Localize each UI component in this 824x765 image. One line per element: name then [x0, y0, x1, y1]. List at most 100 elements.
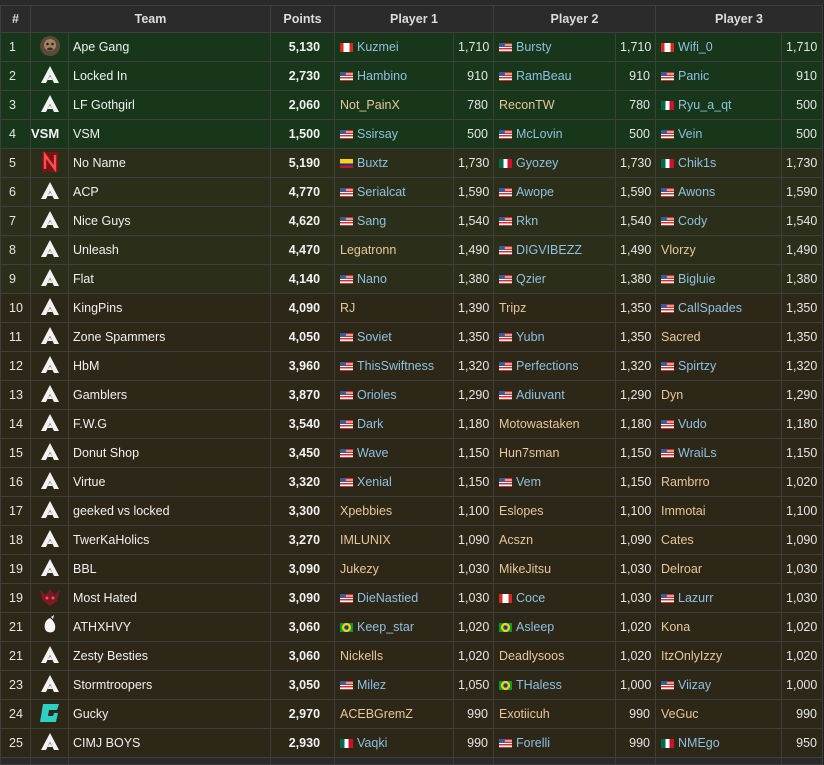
- player1-name[interactable]: Ssirsay: [357, 127, 398, 141]
- player1-name[interactable]: Sang: [357, 214, 387, 228]
- player2-name[interactable]: Qzier: [516, 272, 546, 286]
- team-name-cell[interactable]: F.W.G: [67, 409, 272, 439]
- player2-name[interactable]: Vem: [516, 475, 542, 489]
- player3-name[interactable]: Vein: [678, 127, 703, 141]
- team-name-cell[interactable]: geeked vs locked: [67, 496, 272, 526]
- table-row: 2 Locked In 2,730 Hambino 910 RamBeau 910 Panic…: [0, 61, 824, 91]
- player2-name[interactable]: Bursty: [516, 40, 552, 54]
- player1-name[interactable]: DieNastied: [357, 591, 419, 605]
- team-name-cell[interactable]: Nice Guys: [67, 206, 272, 236]
- team-name-cell[interactable]: BBL: [67, 554, 272, 584]
- player1-name[interactable]: Nano: [357, 272, 387, 286]
- empty-cell: [655, 757, 783, 765]
- player3-name[interactable]: CallSpades: [678, 301, 742, 315]
- player2-name[interactable]: Coce: [516, 591, 546, 605]
- player1-name[interactable]: Dark: [357, 417, 384, 431]
- team-name-cell[interactable]: No Name: [67, 148, 272, 178]
- player3-name[interactable]: Cody: [678, 214, 708, 228]
- top-strip: [0, 0, 824, 5]
- player1-header[interactable]: Player 1: [334, 5, 495, 33]
- team-name-cell[interactable]: CIMJ BOYS: [67, 728, 272, 758]
- team-name-cell[interactable]: KingPins: [67, 293, 272, 323]
- player3-name[interactable]: Chik1s: [678, 156, 717, 170]
- team-header[interactable]: Team: [29, 5, 272, 33]
- player1-name[interactable]: Keep_star: [357, 620, 414, 634]
- player1-name[interactable]: Xenial: [357, 475, 392, 489]
- player3-name[interactable]: Panic: [678, 69, 710, 83]
- team-name-cell[interactable]: ATHXHVY: [67, 612, 272, 642]
- player1-name[interactable]: Vaqki: [357, 736, 388, 750]
- team-name-cell[interactable]: VSM: [67, 119, 272, 149]
- team-name-cell[interactable]: Virtue: [67, 467, 272, 497]
- player3-name[interactable]: Spirtzy: [678, 359, 717, 373]
- player1-name[interactable]: Buxtz: [357, 156, 389, 170]
- player1-name[interactable]: Kuzmei: [357, 40, 399, 54]
- player3-name[interactable]: Ryu_a_qt: [678, 98, 732, 112]
- player3-cell: WraiLs: [655, 438, 783, 468]
- player1-cell: Nickells: [334, 641, 455, 671]
- player2-name[interactable]: McLovin: [516, 127, 563, 141]
- team-name-cell[interactable]: TwerKaHolics: [67, 525, 272, 555]
- team-name-cell[interactable]: Gamblers: [67, 380, 272, 410]
- team-logo-cell: [30, 554, 69, 584]
- player2-cell: Awope: [493, 177, 617, 207]
- team-name-cell[interactable]: ACP: [67, 177, 272, 207]
- points-header[interactable]: Points: [270, 5, 336, 33]
- rank-cell: 7: [0, 206, 31, 236]
- player3-name[interactable]: NMEgo: [678, 736, 720, 750]
- player3-header[interactable]: Player 3: [655, 5, 824, 33]
- player3-name[interactable]: Wifi_0: [678, 40, 713, 54]
- player3-points: 1,730: [781, 148, 824, 178]
- player2-header[interactable]: Player 2: [493, 5, 657, 33]
- player3-name[interactable]: Viizay: [678, 678, 712, 692]
- player2-name[interactable]: Rkn: [516, 214, 539, 228]
- player1-name[interactable]: ThisSwiftness: [357, 359, 435, 373]
- team-name-cell[interactable]: Gucky: [67, 699, 272, 729]
- player2-points: 1,030: [615, 583, 657, 613]
- player2-cell: Tripz: [493, 293, 617, 323]
- player3-name[interactable]: Vudo: [678, 417, 707, 431]
- team-name-cell[interactable]: Stormtroopers: [67, 670, 272, 700]
- rank-header[interactable]: #: [0, 5, 31, 33]
- player2-name[interactable]: Awope: [516, 185, 555, 199]
- player2-name[interactable]: Gyozey: [516, 156, 559, 170]
- player2-name[interactable]: Adiuvant: [516, 388, 565, 402]
- player2-name[interactable]: Yubn: [516, 330, 545, 344]
- player2-name[interactable]: THaless: [516, 678, 562, 692]
- team-name-cell[interactable]: Donut Shop: [67, 438, 272, 468]
- team-name-cell[interactable]: Zesty Besties: [67, 641, 272, 671]
- player1-name[interactable]: Orioles: [357, 388, 397, 402]
- table-row: 19 BBL 3,090 Jukezy 1,030 MikeJitsu 1,030 Delro…: [0, 554, 824, 584]
- team-name-cell[interactable]: Zone Spammers: [67, 322, 272, 352]
- player1-name[interactable]: Wave: [357, 446, 389, 460]
- us-flag-icon: [340, 217, 354, 226]
- player1-name[interactable]: Milez: [357, 678, 387, 692]
- player2-name[interactable]: Forelli: [516, 736, 551, 750]
- player3-name[interactable]: WraiLs: [678, 446, 717, 460]
- player1-name[interactable]: Soviet: [357, 330, 392, 344]
- team-name-cell[interactable]: Most Hated: [67, 583, 272, 613]
- player3-name[interactable]: Lazurr: [678, 591, 714, 605]
- player2-cell: Rkn: [493, 206, 617, 236]
- us-flag-icon: [340, 72, 354, 81]
- player2-name[interactable]: DIGVIBEZZ: [516, 243, 582, 257]
- player2-name[interactable]: Perfections: [516, 359, 579, 373]
- player3-name[interactable]: Awons: [678, 185, 716, 199]
- player2-cell: Vem: [493, 467, 617, 497]
- player1-points: 990: [453, 728, 495, 758]
- team-name-cell[interactable]: LF Gothgirl: [67, 90, 272, 120]
- player1-name[interactable]: Hambino: [357, 69, 408, 83]
- team-name-cell[interactable]: Unleash: [67, 235, 272, 265]
- player1-name[interactable]: Serialcat: [357, 185, 406, 199]
- player2-points: 1,000: [615, 670, 657, 700]
- team-name-cell[interactable]: HbM: [67, 351, 272, 381]
- player2-name[interactable]: Asleep: [516, 620, 555, 634]
- player3-name[interactable]: Bigluie: [678, 272, 716, 286]
- player3-cell: Bigluie: [655, 264, 783, 294]
- team-name-cell[interactable]: Ape Gang: [67, 32, 272, 62]
- team-name-cell[interactable]: Flat: [67, 264, 272, 294]
- player2-name[interactable]: RamBeau: [516, 69, 572, 83]
- player3-points: 1,180: [781, 409, 824, 439]
- apex-default-icon: [40, 94, 60, 117]
- team-name-cell[interactable]: Locked In: [67, 61, 272, 91]
